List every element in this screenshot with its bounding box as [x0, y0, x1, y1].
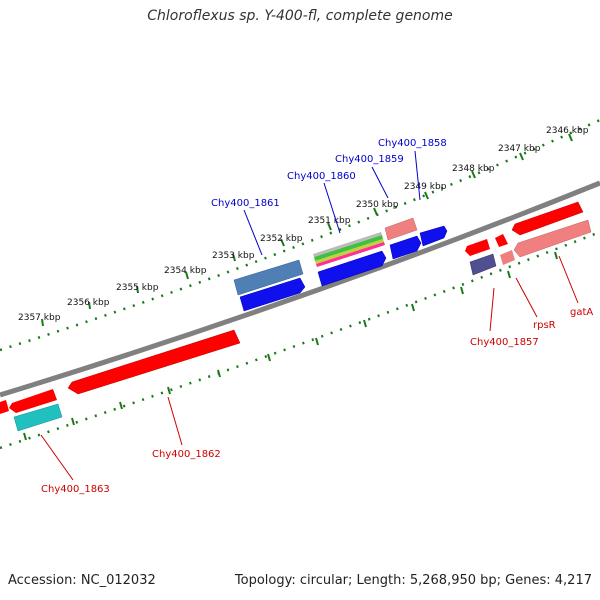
scale-label: 2353 kbp	[212, 251, 255, 261]
gene-chy400-1859-rna[interactable]	[384, 217, 418, 241]
scale-label: 2354 kbp	[164, 266, 207, 276]
gene-label-rpsr[interactable]: rpsR	[533, 320, 556, 331]
gene-blue-2353[interactable]	[239, 277, 306, 312]
minus-strand-genes	[0, 201, 592, 432]
scale-labels: 2346 kbp 2347 kbp 2348 kbp 2349 kbp 2350…	[18, 126, 589, 323]
scale-label: 2357 kbp	[18, 313, 61, 323]
label-leaders	[40, 150, 579, 481]
scale-label: 2349 kbp	[404, 182, 447, 192]
accession-text: Accession: NC_012032	[8, 573, 156, 588]
gene-gata-pink[interactable]	[513, 219, 592, 258]
scale-label: 2347 kbp	[498, 144, 541, 154]
gene-chy400-1863[interactable]	[13, 403, 63, 432]
gene-label-gata[interactable]: gatA	[570, 307, 593, 318]
scale-label: 2356 kbp	[67, 298, 110, 308]
gene-chy400-1862[interactable]	[67, 329, 241, 395]
gene-label-chy400-1860[interactable]: Chy400_1860	[287, 171, 356, 182]
gene-label-chy400-1862[interactable]: Chy400_1862	[152, 449, 221, 460]
scale-label: 2350 kbp	[356, 200, 399, 210]
topology-text: Topology: circular; Length: 5,268,950 bp…	[234, 573, 592, 588]
genome-backbone	[0, 180, 600, 398]
scale-major-ticks	[41, 133, 573, 327]
gene-red-left-2[interactable]	[0, 400, 9, 414]
gene-chy400-1861[interactable]	[233, 259, 304, 296]
scale-track-outer	[0, 118, 600, 352]
scale-label: 2355 kbp	[116, 283, 159, 293]
gene-gata-red[interactable]	[511, 201, 584, 236]
gene-label-chy400-1859[interactable]: Chy400_1859	[335, 154, 404, 165]
gene-label-chy400-1858[interactable]: Chy400_1858	[378, 138, 447, 149]
gene-chy400-1860-grey[interactable]	[313, 232, 382, 257]
gene-rpsr[interactable]	[500, 250, 515, 265]
gene-red-left-1[interactable]	[9, 389, 57, 413]
gene-small-red-1[interactable]	[495, 234, 508, 247]
gene-small-red-2[interactable]	[465, 239, 490, 256]
scale-label: 2348 kbp	[452, 164, 495, 174]
scale-label: 2352 kbp	[260, 234, 303, 244]
gene-chy400-1860-pink[interactable]	[316, 242, 385, 267]
map-title: Chloroflexus sp. Y-400-fl, complete geno…	[147, 8, 453, 24]
gene-label-chy400-1863[interactable]: Chy400_1863	[41, 484, 110, 495]
gene-blue-2350[interactable]	[389, 235, 422, 260]
plus-strand-genes	[233, 217, 448, 312]
scale-label: 2351 kbp	[308, 216, 351, 226]
gene-blue-2351[interactable]	[317, 250, 387, 287]
scale-label: 2346 kbp	[546, 126, 589, 136]
gene-chy400-1858[interactable]	[419, 225, 448, 247]
gene-labels: Chy400_1858 Chy400_1859 Chy400_1860 Chy4…	[41, 138, 593, 495]
gene-chy400-1857[interactable]	[469, 253, 497, 276]
gene-chy400-1860-yellow[interactable]	[315, 239, 384, 264]
scale-inner-ticks	[23, 251, 558, 441]
scale-track-inner	[0, 230, 600, 450]
gene-label-chy400-1861[interactable]: Chy400_1861	[211, 198, 280, 209]
gene-chy400-1860-green[interactable]	[314, 235, 383, 261]
gene-label-chy400-1857[interactable]: Chy400_1857	[470, 337, 539, 348]
